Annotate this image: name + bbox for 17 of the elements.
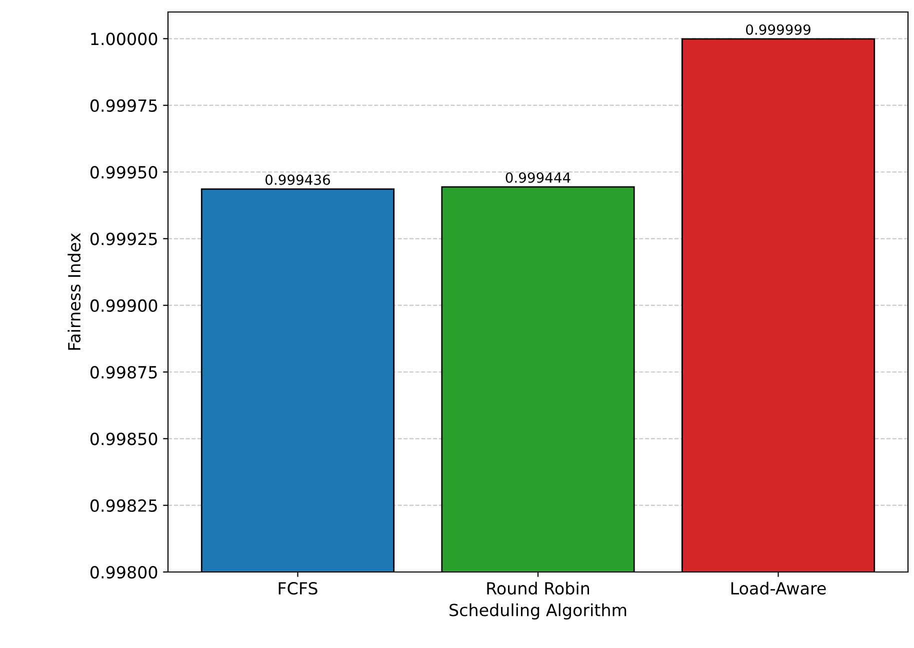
x-axis-title: Scheduling Algorithm	[450, 603, 626, 620]
y-tick-label: 0.99925	[90, 232, 157, 246]
y-tick-label: 0.99950	[90, 166, 158, 179]
x-tick-label: Load-Aware	[731, 582, 826, 595]
y-tick-label: 0.99900	[90, 299, 158, 312]
x-tick-label: Round Robin	[487, 582, 589, 595]
y-tick-label: 0.99975	[90, 99, 157, 112]
y-tick-label: 1.00000	[91, 32, 158, 46]
y-tick-label: 0.99800	[90, 566, 158, 579]
y-tick-label: 0.99850	[90, 432, 158, 446]
data-label: 0.999999	[746, 24, 810, 35]
y-tick-label: 0.99875	[90, 366, 157, 379]
x-tick-label: FCFS	[278, 582, 318, 595]
y-tick-label: 0.99825	[90, 499, 157, 512]
y-axis-title: Fairness Index	[68, 233, 81, 350]
data-label: 0.999436	[266, 174, 330, 185]
data-label: 0.999444	[506, 172, 570, 183]
